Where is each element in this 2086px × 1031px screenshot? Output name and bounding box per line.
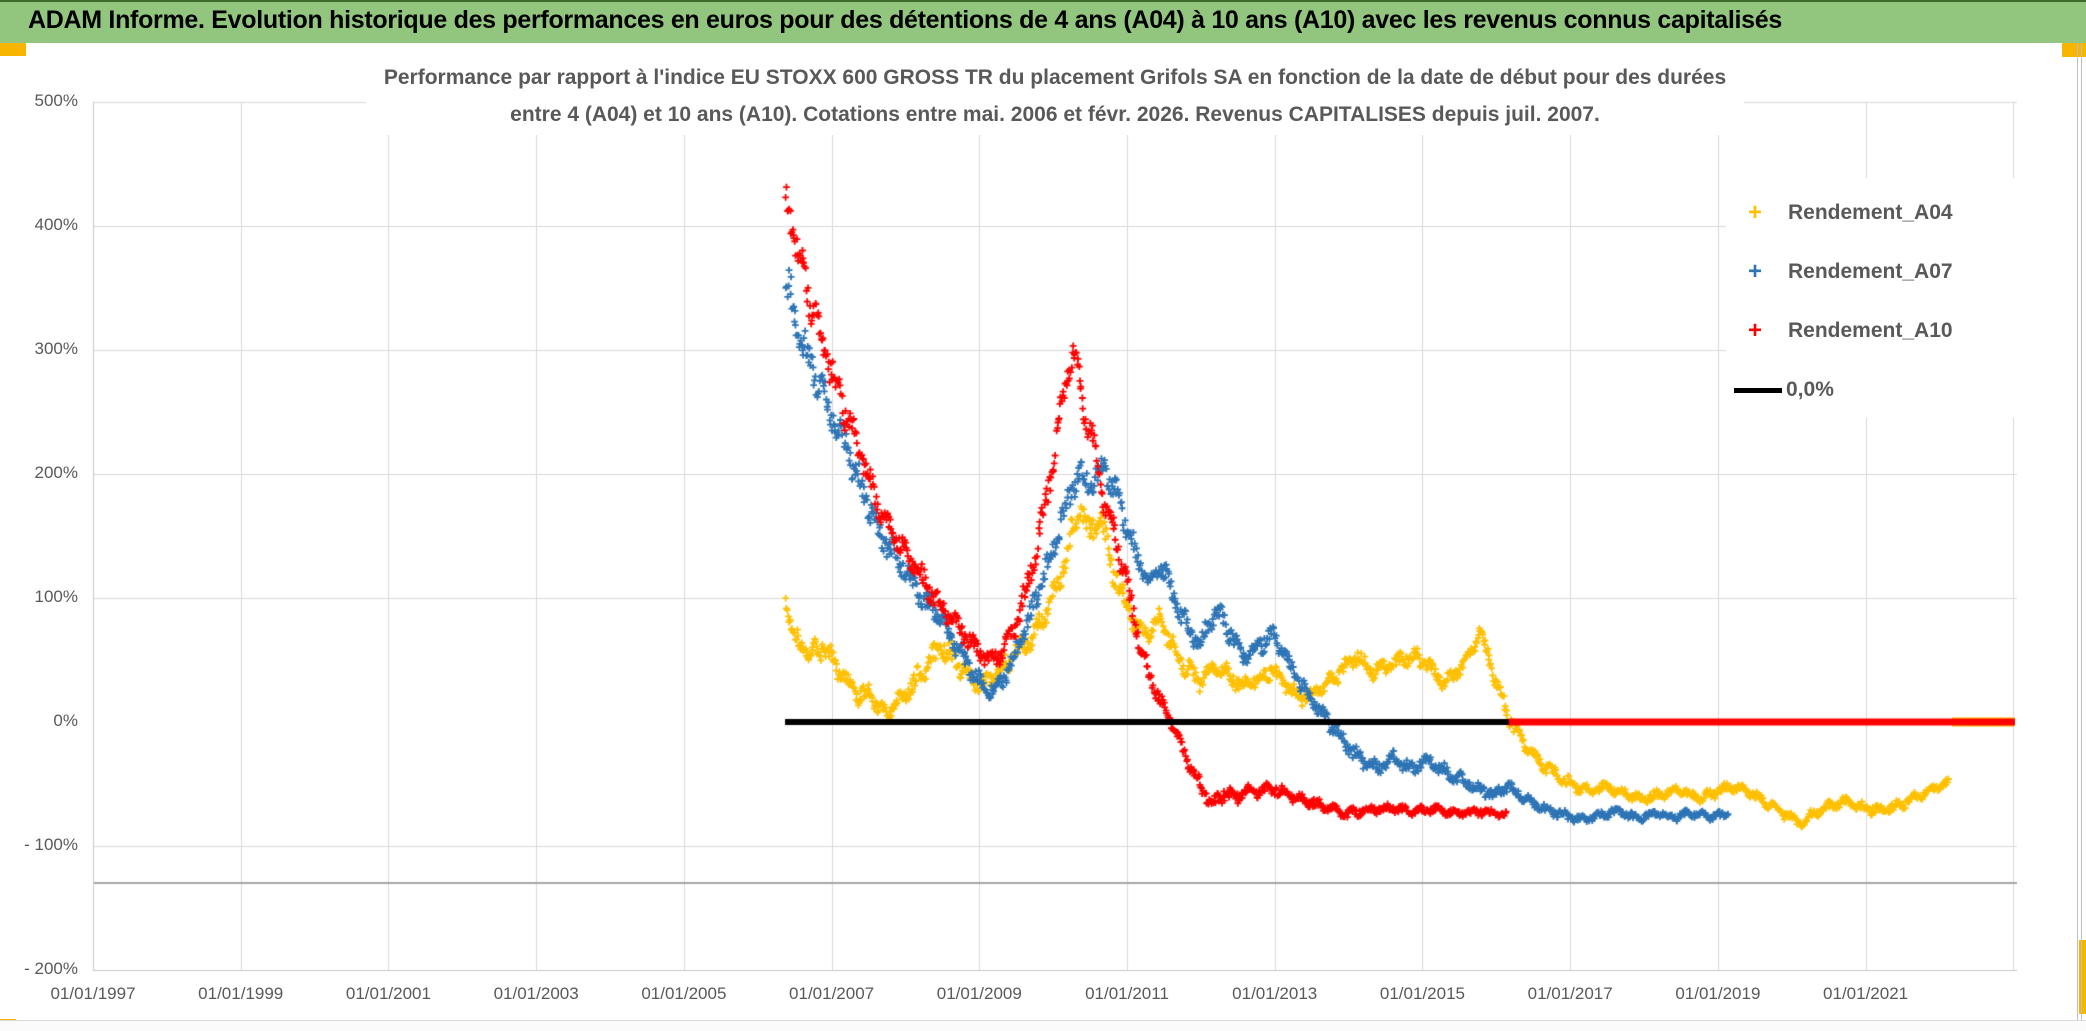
title-bar: ADAM Informe. Evolution historique des p… bbox=[0, 0, 2086, 43]
y-axis-label: 100% bbox=[34, 587, 78, 606]
window-right-border-outer bbox=[2081, 43, 2082, 1020]
x-axis-label: 01/01/2019 bbox=[1675, 984, 1761, 1003]
legend-item-rendement-a04[interactable]: + Rendement_A04 bbox=[1726, 192, 2074, 234]
y-axis-label: 500% bbox=[34, 91, 78, 110]
x-axis-label: 01/01/2013 bbox=[1232, 984, 1318, 1003]
plus-marker-icon: + bbox=[1747, 199, 1762, 226]
gold-accent-right-bar bbox=[2079, 940, 2086, 1014]
x-axis-label: 01/01/1997 bbox=[50, 984, 136, 1003]
x-axis-label: 01/01/2011 bbox=[1085, 984, 1169, 1003]
window-right-border bbox=[2077, 43, 2078, 1020]
line-sample-icon bbox=[1734, 387, 1782, 393]
x-axis-label: 01/01/2005 bbox=[641, 984, 727, 1003]
x-axis-label: 01/01/2007 bbox=[789, 984, 875, 1003]
legend-label: Rendement_A04 bbox=[1788, 201, 1953, 224]
legend-label: Rendement_A07 bbox=[1788, 260, 1953, 283]
x-axis-label: 01/01/2017 bbox=[1527, 984, 1613, 1003]
x-axis-label: 01/01/2003 bbox=[493, 984, 579, 1003]
legend-label: 0,0% bbox=[1786, 378, 1834, 401]
gold-accent-top-left bbox=[0, 43, 26, 56]
legend-item-rendement-a07[interactable]: + Rendement_A07 bbox=[1726, 251, 2074, 293]
gold-accent-top-right bbox=[2062, 43, 2086, 57]
legend-label: Rendement_A10 bbox=[1788, 319, 1953, 342]
x-axis-label: 01/01/2009 bbox=[936, 984, 1022, 1003]
plus-marker-icon: + bbox=[1747, 258, 1762, 285]
y-axis-label: - 100% bbox=[24, 835, 78, 854]
x-axis-label: 01/01/2021 bbox=[1823, 984, 1909, 1003]
x-axis-label: 01/01/2015 bbox=[1379, 984, 1465, 1003]
y-axis-label: 0% bbox=[53, 711, 78, 730]
y-axis-label: 200% bbox=[34, 463, 78, 482]
y-axis-label: - 200% bbox=[24, 959, 78, 978]
legend-item-rendement-a10[interactable]: + Rendement_A10 bbox=[1726, 310, 2074, 352]
plus-marker-icon: + bbox=[1747, 317, 1762, 344]
y-axis-label: 400% bbox=[34, 215, 78, 234]
x-axis-label: 01/01/2001 bbox=[345, 984, 431, 1003]
chart-legend[interactable]: + Rendement_A04 + Rendement_A07 + Rendement_A… bbox=[1726, 178, 2074, 418]
x-axis-label: 01/01/1999 bbox=[198, 984, 284, 1003]
bottom-strip bbox=[0, 1020, 2086, 1031]
legend-item-0-0-[interactable]: 0,0% bbox=[1726, 369, 2074, 411]
y-axis-label: 300% bbox=[34, 339, 78, 358]
window-title: ADAM Informe. Evolution historique des p… bbox=[28, 6, 1782, 34]
